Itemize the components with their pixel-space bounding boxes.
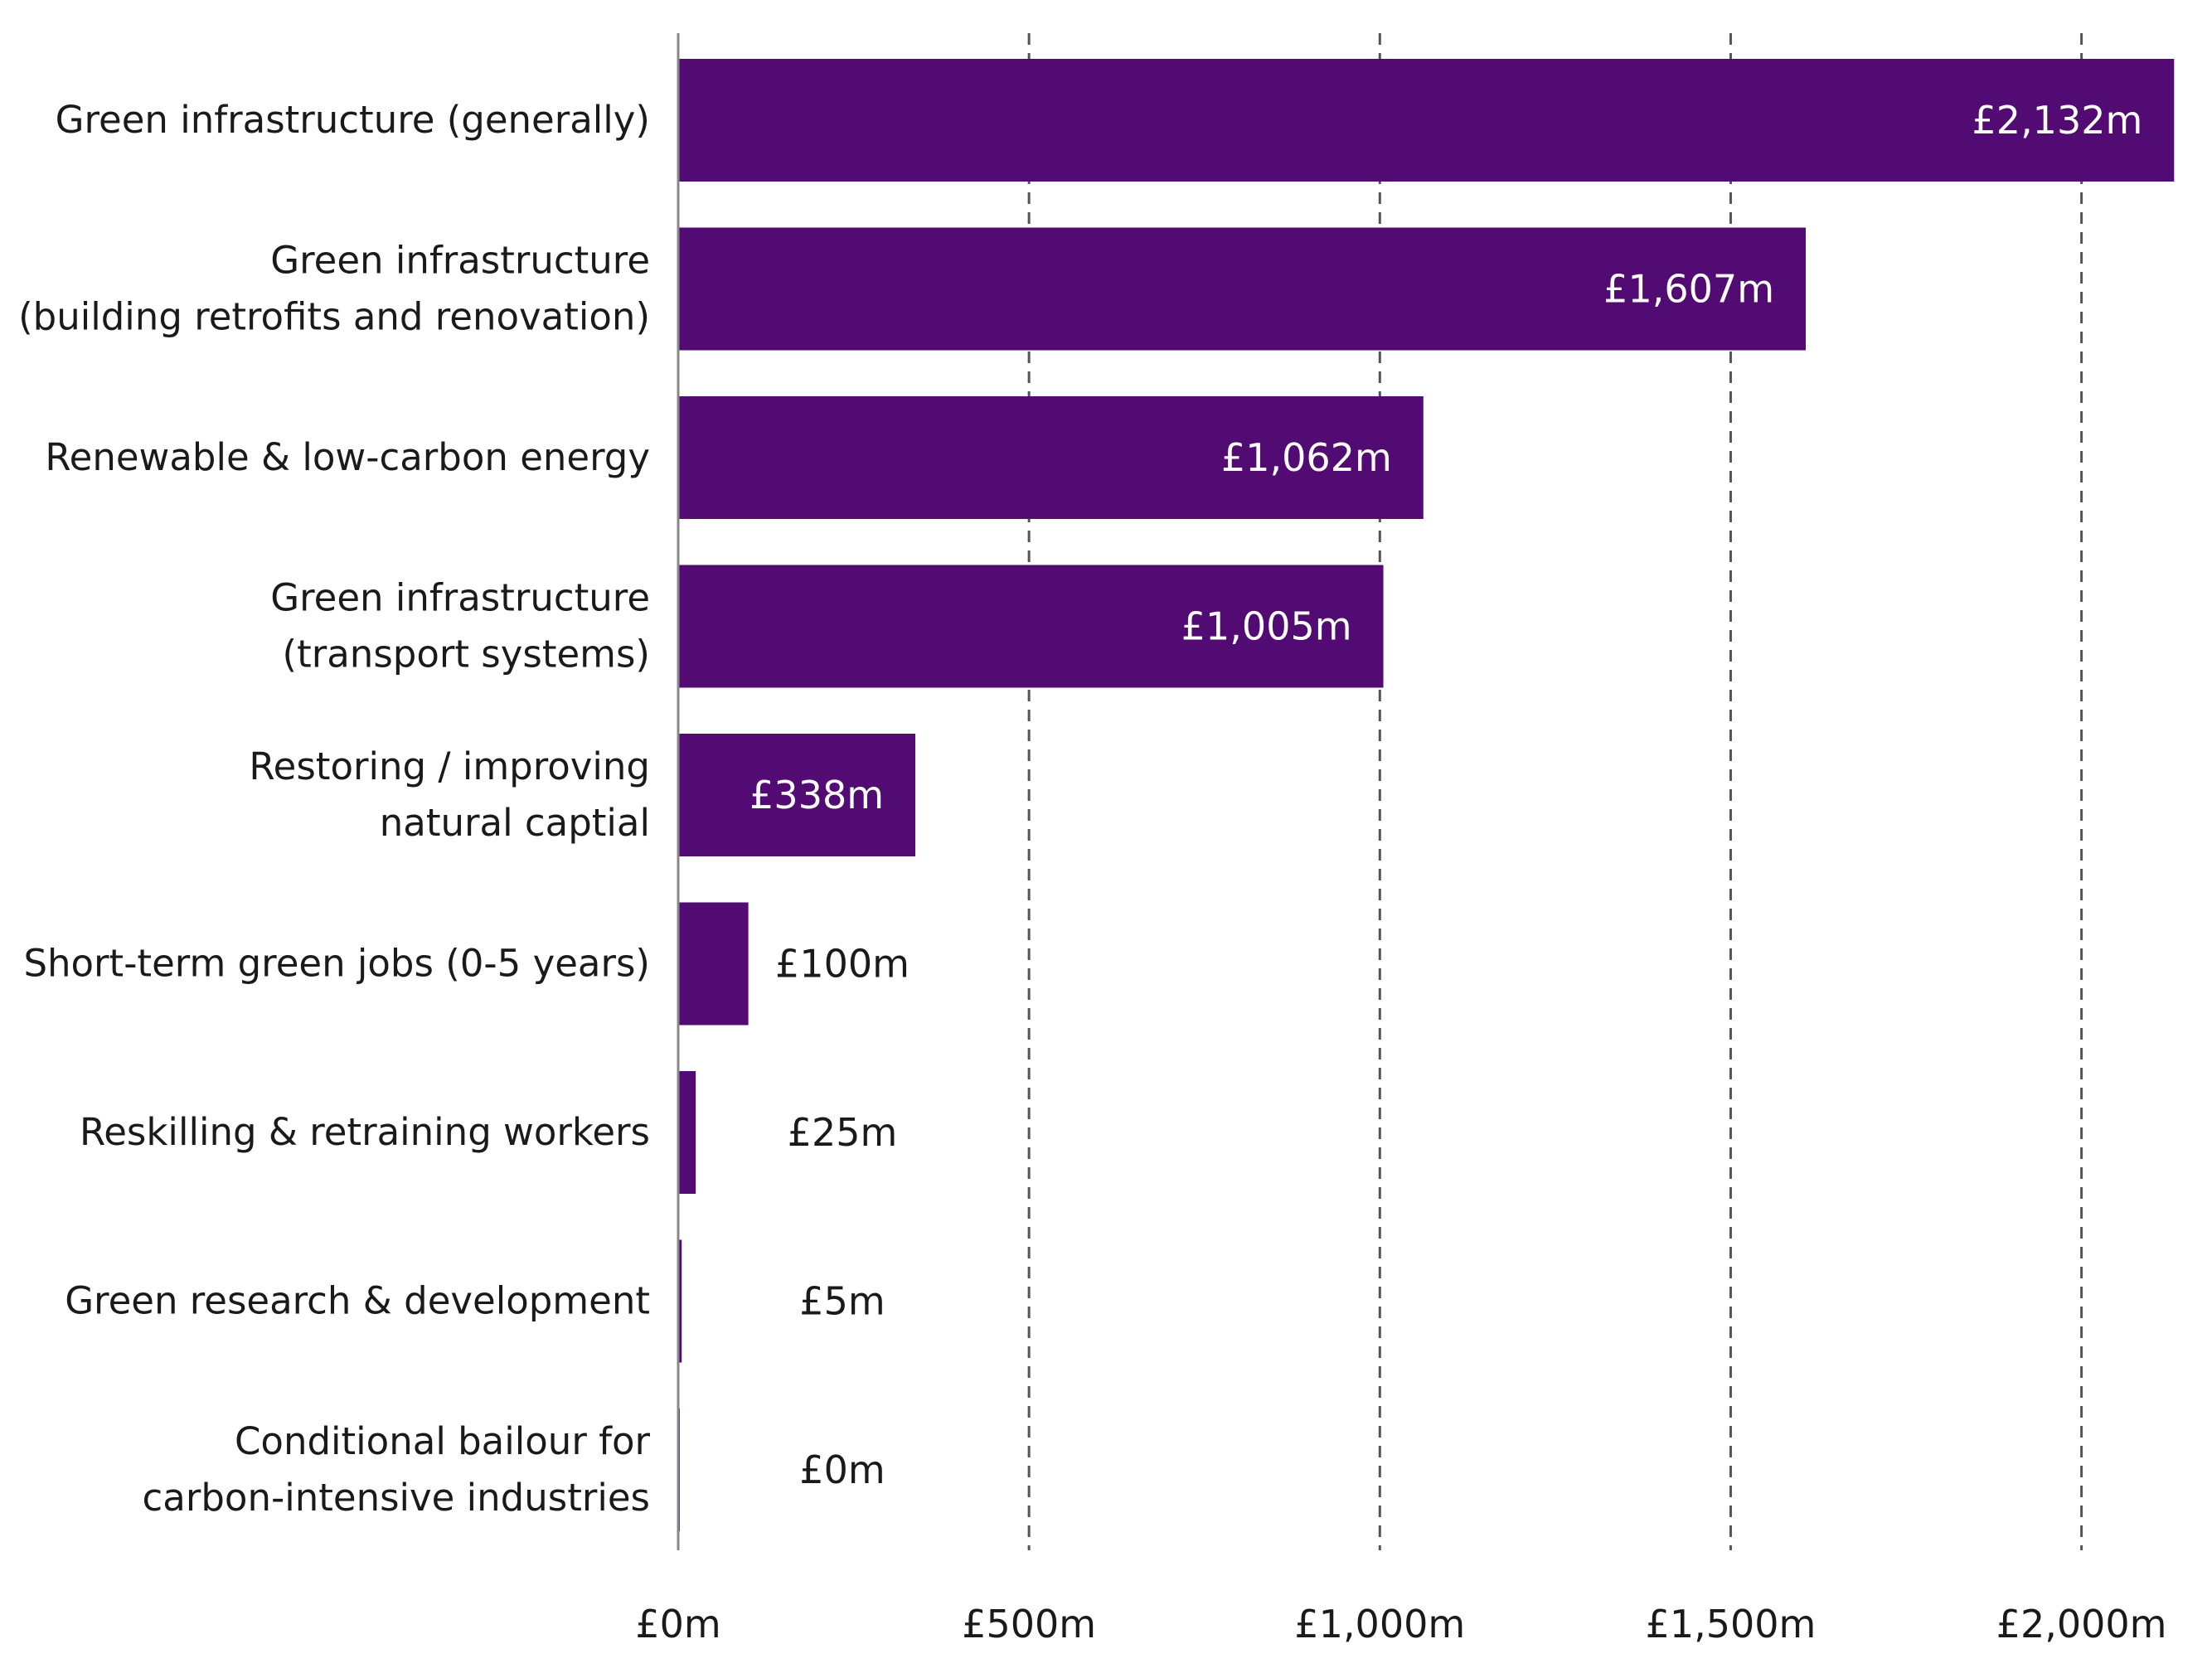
data-label: £100m (775, 942, 910, 987)
gridlines (1027, 33, 2083, 1550)
category-label: (building retrofits and renovation) (18, 295, 650, 339)
category-label: carbon-intensive industries (143, 1476, 650, 1520)
bar (678, 565, 1384, 688)
data-label: £25m (788, 1110, 898, 1155)
data-labels: £2,132m £1,607m £1,062m £1,005m £338m £100m £2… (749, 98, 2142, 1492)
data-label: £338m (749, 773, 884, 817)
category-label: Conditional bailour for (235, 1419, 650, 1463)
bar (678, 902, 749, 1026)
bar (678, 1239, 682, 1363)
data-label: £2,132m (1972, 98, 2143, 143)
bar (678, 227, 1807, 351)
x-tick-label: £500m (962, 1602, 1096, 1646)
x-tick-label: £1,500m (1646, 1602, 1817, 1646)
bars (678, 59, 2175, 1531)
data-label: £5m (799, 1279, 885, 1324)
data-label: £1,062m (1221, 435, 1392, 480)
category-label: Green infrastructure (generally) (56, 98, 650, 142)
x-tick-label: £2,000m (1996, 1602, 2167, 1646)
category-label: Green infrastructure (270, 576, 650, 620)
category-label: natural captial (380, 801, 650, 845)
category-label: Green infrastructure (270, 239, 650, 283)
data-label: £1,005m (1181, 604, 1352, 649)
category-label: Renewable & low-carbon energy (45, 435, 650, 479)
x-tick-label: £1,000m (1294, 1602, 1465, 1646)
category-label: Short-term green jobs (0-5 years) (23, 942, 650, 986)
x-axis-tick-labels: £0m £500m £1,000m £1,500m £2,000m (635, 1602, 2166, 1646)
bar (678, 1071, 696, 1194)
category-label: (transport systems) (283, 633, 650, 676)
data-label: £0m (799, 1447, 885, 1492)
bar (678, 396, 1424, 519)
data-label: £1,607m (1603, 267, 1774, 312)
category-label: Restoring / improving (249, 744, 650, 788)
x-tick-label: £0m (635, 1602, 720, 1646)
bar (678, 734, 916, 856)
bar (678, 59, 2175, 182)
category-labels: Green infrastructure (generally) Green in… (18, 98, 650, 1520)
category-label: Green research & development (65, 1279, 650, 1323)
category-label: Reskilling & retraining workers (80, 1110, 650, 1154)
